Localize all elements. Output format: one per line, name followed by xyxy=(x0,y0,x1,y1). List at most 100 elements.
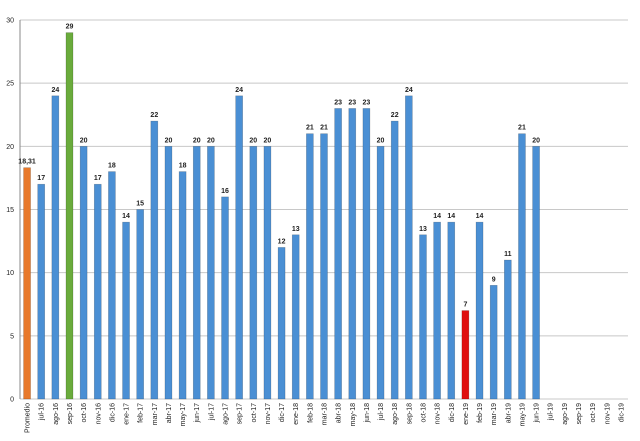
x-tick-label: ago-17 xyxy=(223,403,230,425)
x-tick-label: jul-16 xyxy=(39,403,46,421)
x-tick-label: abr-19 xyxy=(505,403,512,423)
data-label: 20 xyxy=(80,137,88,144)
x-tick-label: mar-19 xyxy=(491,403,498,425)
data-label: 9 xyxy=(492,276,496,283)
bar xyxy=(263,146,272,400)
y-tick-label: 0 xyxy=(10,397,14,404)
bar xyxy=(235,95,243,400)
data-label: 15 xyxy=(136,201,144,208)
bar xyxy=(79,146,88,400)
data-label: 17 xyxy=(94,175,102,182)
data-label: 20 xyxy=(532,137,540,144)
data-label: 13 xyxy=(292,226,300,233)
bar xyxy=(376,146,385,400)
bar xyxy=(192,146,201,400)
bar xyxy=(249,146,258,400)
data-label: 14 xyxy=(122,213,130,220)
x-tick-label: jun-19 xyxy=(534,403,541,424)
bar xyxy=(164,146,173,400)
data-label: 11 xyxy=(504,251,512,258)
bar xyxy=(334,108,342,400)
data-label: 20 xyxy=(207,137,215,144)
data-label: 23 xyxy=(334,99,342,106)
data-label: 12 xyxy=(278,238,286,245)
bar xyxy=(320,133,328,400)
bar xyxy=(37,183,46,400)
x-tick-label: nov-17 xyxy=(265,403,272,425)
data-label: 20 xyxy=(249,137,257,144)
x-tick-label: sep-16 xyxy=(67,403,74,425)
x-tick-label: nov-18 xyxy=(435,403,442,425)
bar xyxy=(419,234,427,400)
bar xyxy=(489,284,498,400)
data-label: 24 xyxy=(405,87,413,94)
data-label: 23 xyxy=(363,99,371,106)
x-tick-label: oct-17 xyxy=(251,403,258,423)
bar xyxy=(51,95,60,400)
x-tick-label: jun-17 xyxy=(194,403,201,424)
y-tick-label: 15 xyxy=(6,207,14,214)
x-tick-label: ago-16 xyxy=(53,403,60,425)
y-tick-label: 25 xyxy=(6,81,14,88)
x-tick-label: oct-18 xyxy=(420,403,427,423)
bar xyxy=(122,221,130,400)
x-tick-label: dic-19 xyxy=(618,403,625,422)
data-label: 16 xyxy=(221,188,229,195)
bar xyxy=(108,171,116,400)
x-tick-label: may-19 xyxy=(519,403,526,426)
x-tick-label: jul-17 xyxy=(208,403,215,421)
x-tick-label: dic-16 xyxy=(109,403,116,422)
x-tick-label: feb-17 xyxy=(138,403,145,423)
bar xyxy=(93,183,102,400)
bar xyxy=(405,95,413,400)
x-tick-label: ago-18 xyxy=(392,403,399,425)
x-tick-label: ene-17 xyxy=(124,403,131,425)
bar xyxy=(504,259,512,400)
y-tick-label: 5 xyxy=(10,333,14,340)
x-tick-label: mar-18 xyxy=(322,403,329,425)
y-tick-label: 20 xyxy=(6,144,14,151)
x-tick-label: nov-19 xyxy=(604,403,611,425)
x-tick-label: jul-18 xyxy=(378,403,385,421)
x-tick-label: may-17 xyxy=(180,403,187,426)
bar xyxy=(306,133,314,400)
x-tick-label: jun-18 xyxy=(364,403,371,424)
bar xyxy=(221,196,229,400)
x-tick-label: abr-17 xyxy=(166,403,173,423)
x-tick-label: jul-19 xyxy=(548,403,555,421)
x-tick-label: mar-17 xyxy=(152,403,159,425)
bar xyxy=(150,120,159,400)
data-label: 23 xyxy=(348,99,356,106)
data-label: 21 xyxy=(306,125,314,132)
x-tick-label: sep-17 xyxy=(237,403,244,425)
data-label: 22 xyxy=(150,112,158,119)
bar xyxy=(23,167,31,400)
bar xyxy=(136,209,144,400)
data-label: 21 xyxy=(518,125,526,132)
x-tick-label: oct-19 xyxy=(590,403,597,423)
data-label: 21 xyxy=(320,125,328,132)
bar xyxy=(390,120,399,400)
x-tick-label: ene-18 xyxy=(293,403,300,425)
bar xyxy=(447,221,456,400)
data-label: 20 xyxy=(264,137,272,144)
data-label: 7 xyxy=(463,302,467,309)
bar xyxy=(518,133,526,400)
bar xyxy=(362,108,371,400)
data-label: 17 xyxy=(37,175,45,182)
x-tick-label: nov-16 xyxy=(95,403,102,425)
data-label: 20 xyxy=(165,137,173,144)
bar xyxy=(291,234,300,400)
x-tick-label: Promedio xyxy=(25,403,32,433)
x-tick-label: ene-19 xyxy=(463,403,470,425)
bar xyxy=(348,108,357,400)
bar xyxy=(433,221,441,400)
x-tick-label: ago-19 xyxy=(562,403,569,425)
bar xyxy=(461,310,470,400)
x-tick-label: feb-19 xyxy=(477,403,484,423)
x-tick-label: sep-18 xyxy=(406,403,413,425)
data-label: 22 xyxy=(391,112,399,119)
bar xyxy=(178,171,187,400)
x-tick-label: feb-18 xyxy=(307,403,314,423)
bar xyxy=(532,146,540,400)
